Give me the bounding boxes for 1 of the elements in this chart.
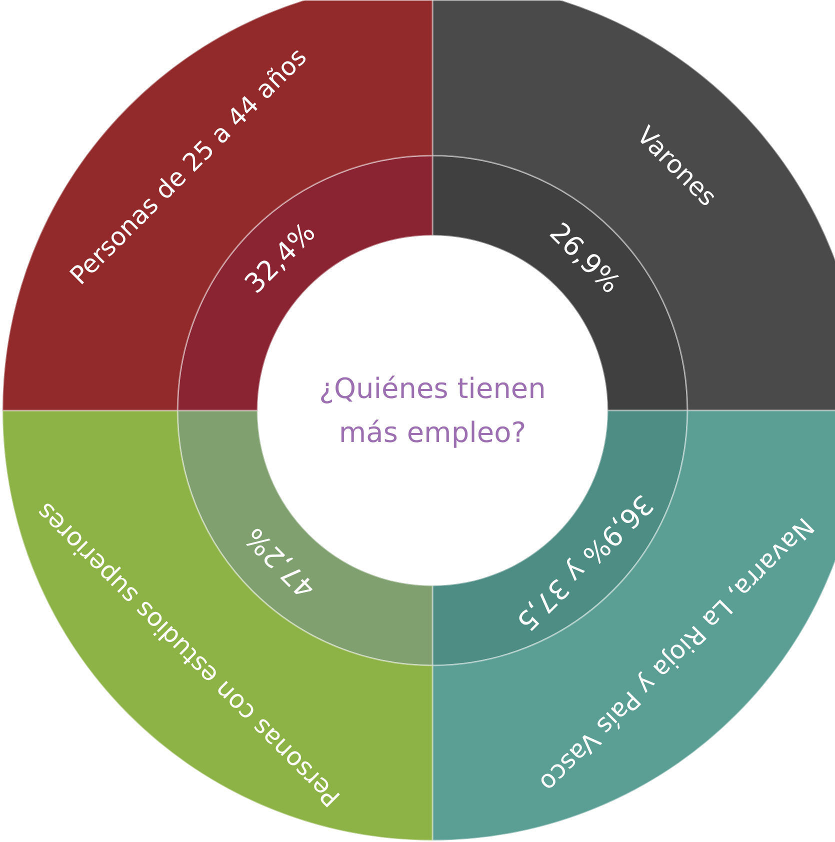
text: ¿Quiénes tienen más empleo? bbox=[319, 372, 546, 449]
